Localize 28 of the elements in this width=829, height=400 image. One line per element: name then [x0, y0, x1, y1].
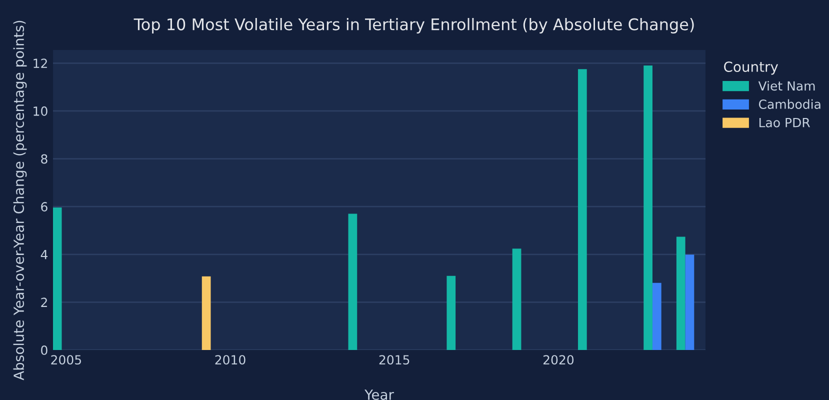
- bar: [676, 236, 686, 350]
- legend-label: Cambodia: [758, 99, 820, 109]
- bar: [652, 282, 662, 350]
- x-tick-label: 2015: [379, 355, 410, 365]
- x-tick-label: 2020: [543, 355, 574, 365]
- y-tick-label: 8: [41, 154, 48, 164]
- bar: [644, 66, 652, 350]
- bar: [446, 276, 456, 350]
- bar: [512, 248, 522, 350]
- y-tick-label: 10: [34, 106, 48, 116]
- bar: [53, 208, 62, 350]
- legend-label: Viet Nam: [758, 80, 815, 91]
- bar: [348, 214, 358, 350]
- y-tick-label: 0: [41, 345, 48, 355]
- bar: [685, 254, 694, 350]
- bar: [578, 69, 587, 350]
- x-tick-label: 2010: [215, 355, 246, 365]
- x-tick-label: 2005: [51, 355, 81, 365]
- chart-title: Top 10 Most Volatile Years in Tertiary Enrollment (by Absolute Change): [134, 18, 694, 34]
- y-tick-label: 2: [41, 298, 47, 307]
- y-tick-label: 12: [34, 58, 47, 68]
- y-tick-label: 6: [41, 202, 48, 212]
- legend-title: Country: [724, 61, 778, 75]
- bar: [202, 276, 211, 350]
- y-tick-label: 4: [40, 250, 48, 260]
- legend-label: Lao PDR: [759, 118, 810, 128]
- y-axis-title: Absolute Year-over-Year Change (percentage points): [13, 20, 27, 380]
- x-axis-title: Year: [364, 390, 394, 400]
